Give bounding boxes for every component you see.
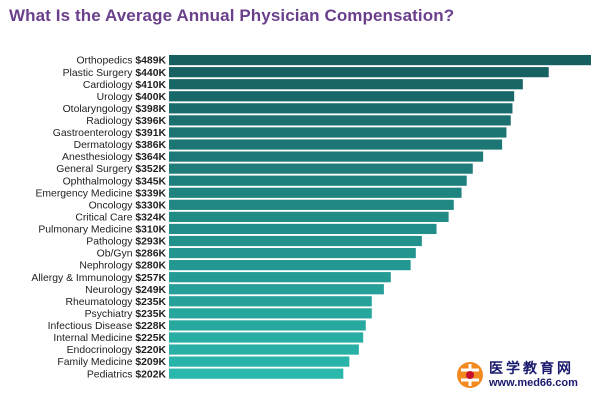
category-label: Radiology $396K: [86, 116, 166, 127]
category-label: Oncology $330K: [89, 200, 167, 211]
category-label: Family Medicine $209K: [57, 357, 166, 368]
bar-neurology: [169, 284, 384, 295]
category-label: Pulmonary Medicine $310K: [38, 225, 166, 236]
category-label: Gastroenterology $391K: [53, 128, 167, 139]
bar-rheumatology: [169, 296, 372, 307]
bar-endocrinology: [169, 344, 359, 355]
category-label: Otolaryngology $398K: [63, 104, 167, 115]
bar-pathology: [169, 235, 422, 247]
bar-family-medicine: [169, 356, 350, 367]
category-label: Ob/Gyn $286K: [97, 249, 167, 260]
bar-radiology: [169, 115, 511, 126]
category-label: Plastic Surgery $440K: [63, 68, 167, 79]
bar-allergy-immunology: [169, 272, 391, 283]
bar-plastic-surgery: [169, 67, 549, 78]
bar-cardiology: [169, 79, 523, 90]
category-label: Pediatrics $202K: [87, 369, 167, 380]
category-label: General Surgery $352K: [56, 164, 166, 175]
category-label: Pathology $293K: [86, 237, 166, 248]
watermark-url: www.med66.com: [489, 377, 578, 389]
chart-title: What Is the Average Annual Physician Com…: [9, 6, 455, 25]
watermark: 医学教育网 www.med66.com: [455, 358, 595, 398]
bar-anesthesiology: [169, 151, 484, 162]
bar-infectious-disease: [169, 320, 366, 331]
category-label: Critical Care $324K: [75, 212, 166, 223]
bar-otolaryngology: [169, 103, 513, 114]
bar-general-surgery: [169, 163, 473, 174]
bar-critical-care: [169, 211, 449, 222]
bar-urology: [169, 91, 515, 102]
bar-pulmonary-medicine: [169, 223, 437, 235]
bar-nephrology: [169, 260, 411, 271]
category-label: Dermatology $386K: [74, 140, 167, 151]
category-label: Internal Medicine $225K: [53, 333, 166, 344]
med66-logo-icon: [457, 362, 483, 388]
category-label: Allergy & Immunology $257K: [31, 273, 166, 284]
bar-pediatrics: [169, 368, 344, 379]
bar-ophthalmology: [169, 175, 467, 186]
bar-internal-medicine: [169, 332, 364, 343]
bar-ob-gyn: [169, 247, 416, 259]
bar-orthopedics: [169, 55, 591, 66]
category-label: Urology $400K: [97, 92, 167, 103]
category-label: Anesthesiology $364K: [62, 152, 166, 163]
category-label: Rheumatology $235K: [65, 297, 166, 308]
category-label: Emergency Medicine $339K: [35, 188, 166, 199]
watermark-brand: 医学教育网: [489, 361, 574, 377]
bar-gastroenterology: [169, 127, 507, 138]
category-label: Neurology $249K: [85, 285, 166, 296]
bar-psychiatry: [169, 308, 372, 319]
category-label: Cardiology $410K: [83, 80, 167, 91]
category-label: Infectious Disease $228K: [48, 321, 167, 332]
bar-dermatology: [169, 139, 503, 150]
category-label: Ophthalmology $345K: [63, 176, 167, 187]
bar-emergency-medicine: [169, 187, 462, 198]
category-label: Orthopedics $489K: [76, 56, 166, 67]
category-label: Psychiatry $235K: [85, 309, 167, 320]
category-label: Nephrology $280K: [79, 261, 166, 272]
bar-oncology: [169, 199, 454, 210]
category-label: Endocrinology $220K: [67, 345, 167, 356]
